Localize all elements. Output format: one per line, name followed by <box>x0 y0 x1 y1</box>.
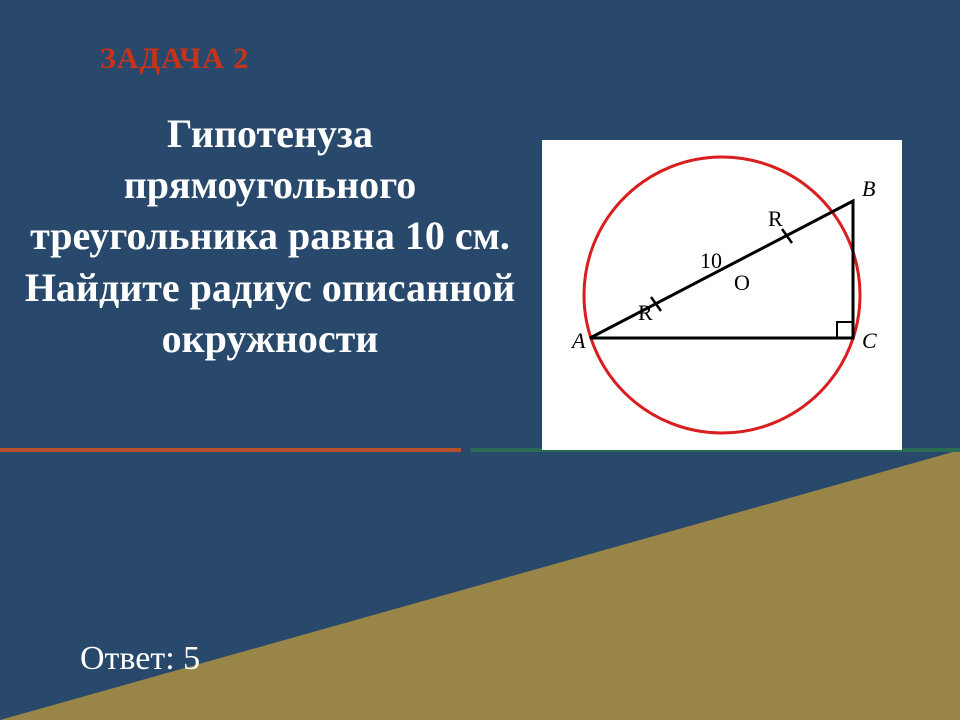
radius-label-lower: R <box>638 300 653 325</box>
answer-text: Ответ: 5 <box>80 640 200 678</box>
geometry-diagram: A B C O 10 R R <box>542 140 902 450</box>
slide-title: ЗАДАЧА 2 <box>100 42 249 76</box>
accent-triangle <box>0 450 960 720</box>
problem-text: Гипотенуза прямоугольного треугольника р… <box>20 108 520 364</box>
vertex-label-c: C <box>862 328 877 353</box>
center-label: O <box>734 270 750 295</box>
vertex-label-b: B <box>862 176 875 201</box>
hypotenuse-length: 10 <box>700 248 722 273</box>
circumscribed-circle <box>584 157 860 433</box>
right-angle-marker <box>837 322 853 338</box>
vertex-label-a: A <box>570 328 586 353</box>
radius-label-upper: R <box>768 206 783 231</box>
